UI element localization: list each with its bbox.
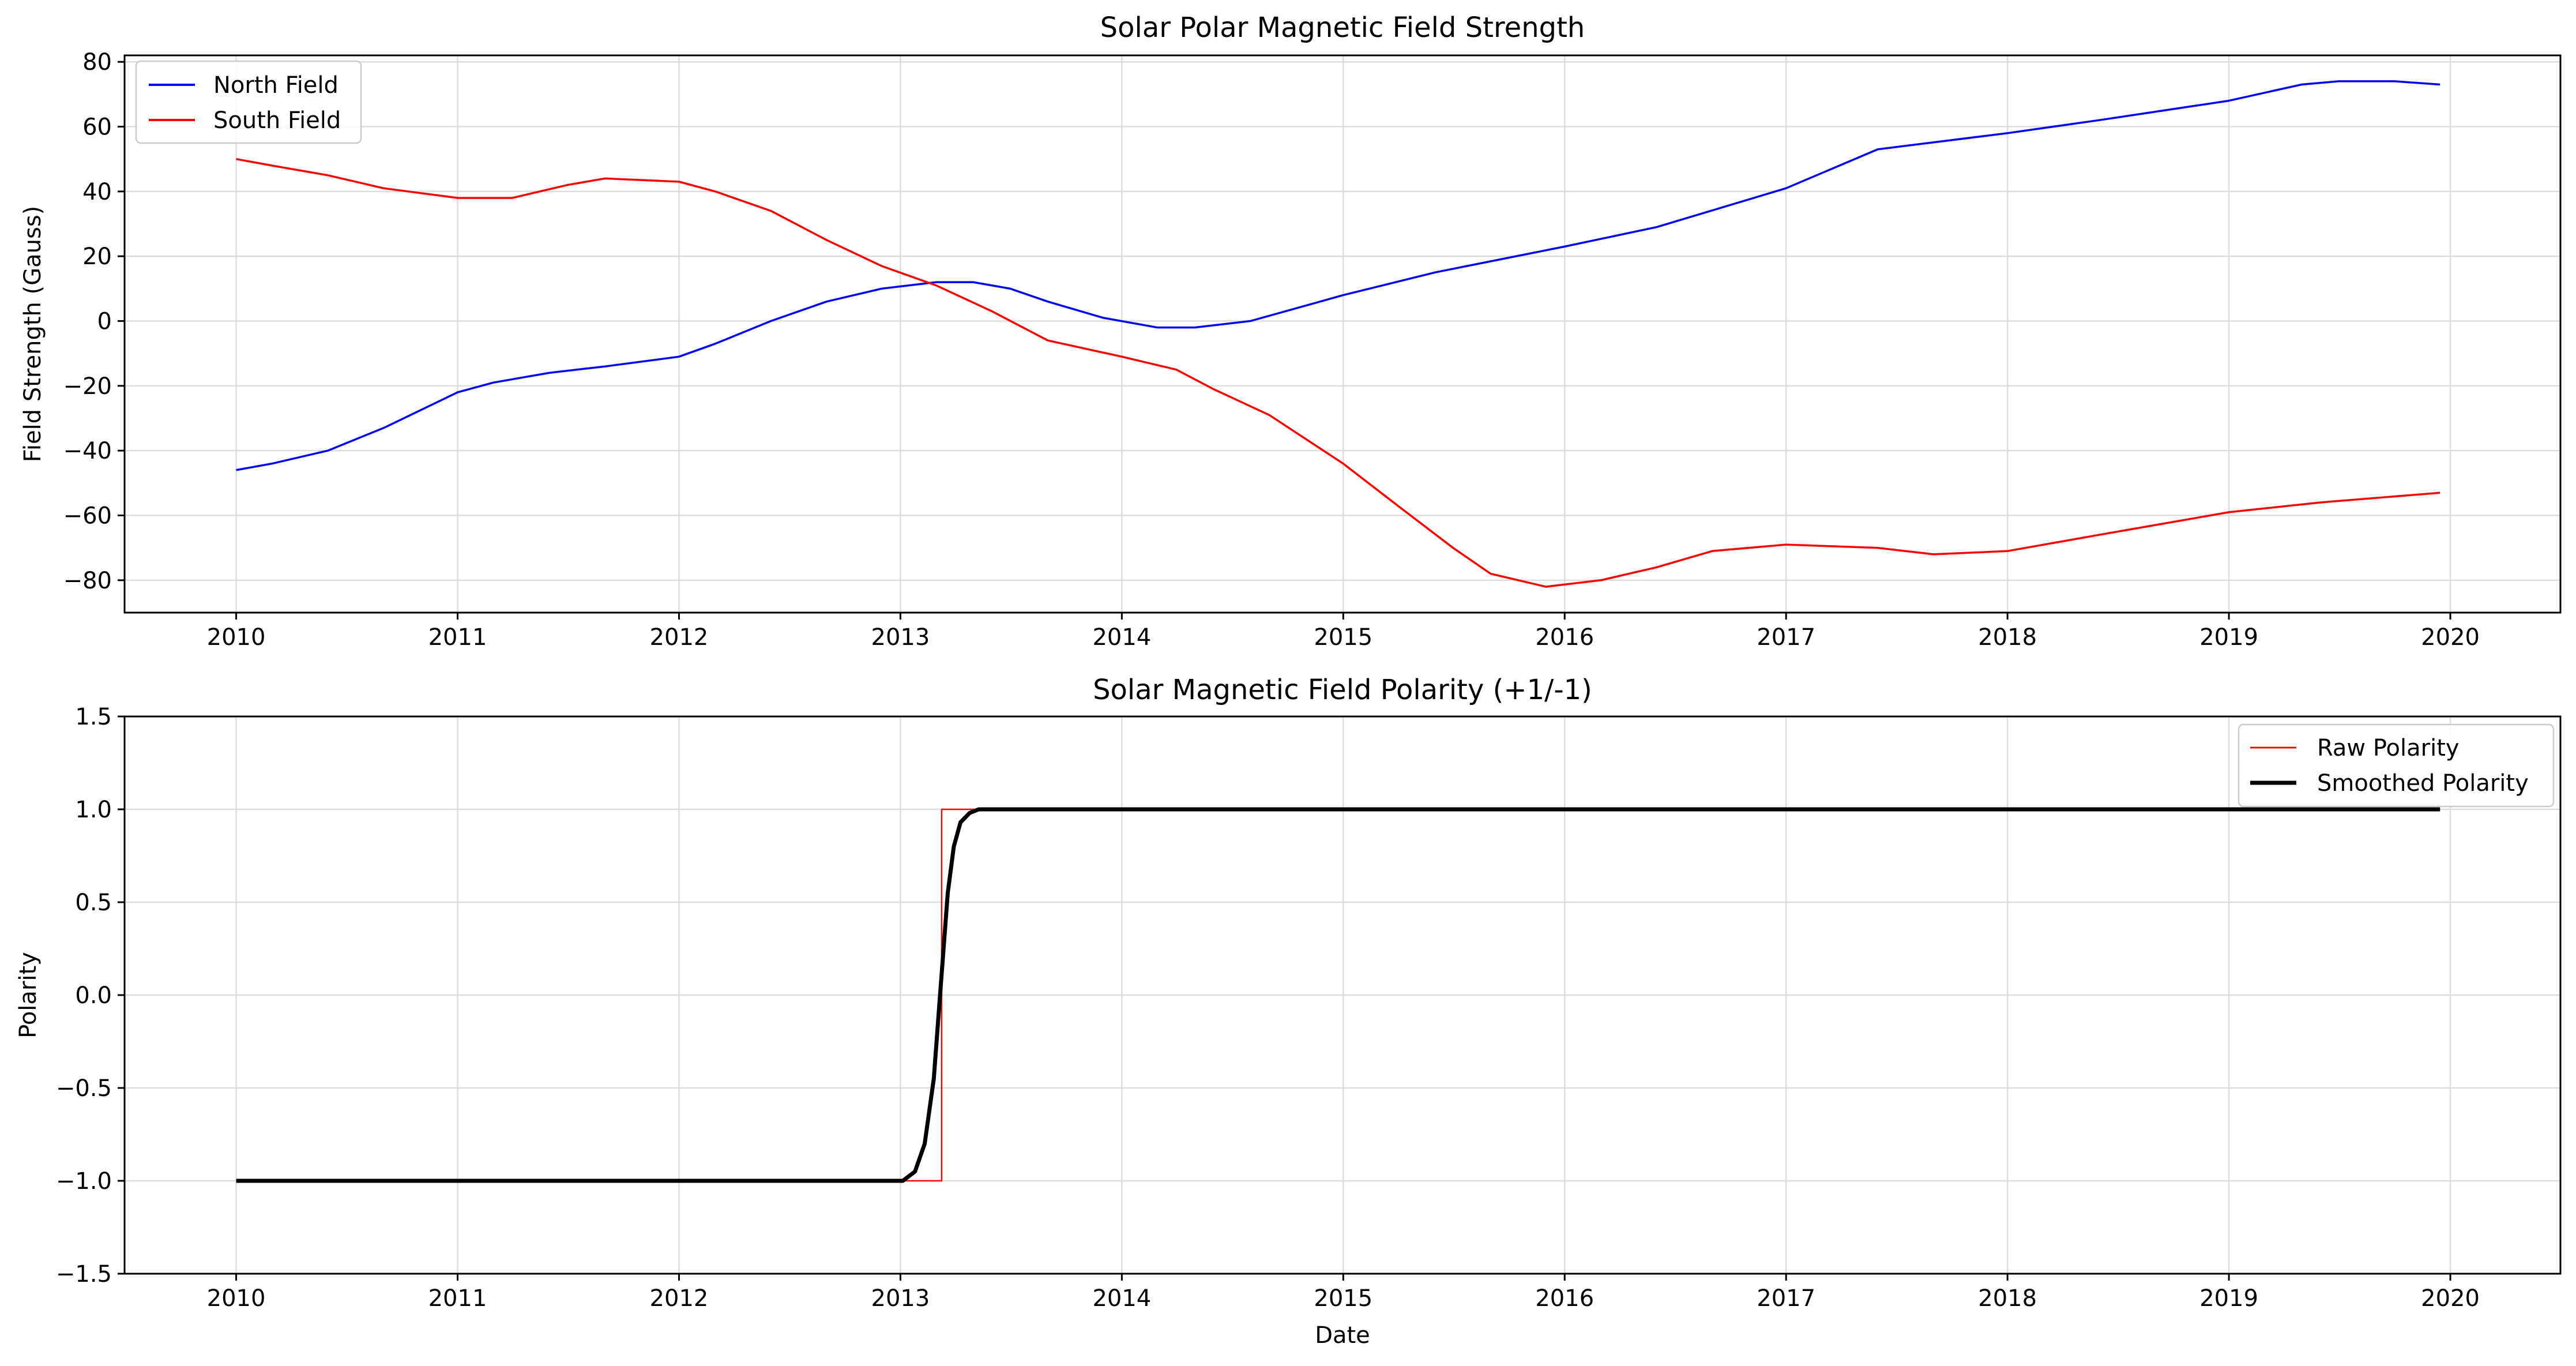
x-tick-label: 2020: [2421, 624, 2480, 651]
field-strength-legend-box: [135, 60, 362, 144]
x-tick-label: 2017: [1757, 624, 1815, 651]
x-tick-label: 2015: [1314, 624, 1372, 651]
field-strength-grid: [125, 55, 2560, 613]
x-tick-label: 2020: [2421, 1285, 2480, 1312]
smoothed-polarity-line: [236, 807, 2440, 1183]
x-tick-label: 2015: [1314, 1285, 1372, 1312]
x-tick-label: 2016: [1535, 1285, 1594, 1312]
x-tick-label: 2018: [1978, 624, 2037, 651]
y-tick-label: −60: [63, 503, 112, 530]
y-tick-label: 0: [97, 309, 112, 335]
x-tick-label: 2013: [871, 624, 930, 651]
y-tick-label: 40: [82, 179, 112, 205]
x-tick-label: 2014: [1092, 624, 1151, 651]
x-tick-label: 2017: [1757, 1285, 1815, 1312]
x-tick-label: 2010: [207, 1285, 266, 1312]
x-tick-label: 2019: [2199, 624, 2258, 651]
legend-label-smoothed-polarity: Smoothed Polarity: [2317, 770, 2529, 797]
legend-label-north-field: North Field: [213, 72, 339, 99]
field-strength-y-axis-label: Field Strength (Gauss): [20, 206, 46, 463]
field-strength-lines: [236, 80, 2440, 588]
x-tick-label: 2012: [650, 624, 709, 651]
x-tick-label: 2013: [871, 1285, 930, 1312]
y-tick-label: 1.5: [75, 704, 112, 730]
field-strength-legend: North Field South Field: [135, 60, 362, 144]
polarity-lines: [236, 807, 2440, 1183]
south-field-line: [236, 157, 2440, 588]
legend-label-raw-polarity: Raw Polarity: [2317, 735, 2460, 761]
north-field-line: [236, 80, 2440, 471]
x-tick-label: 2018: [1978, 1285, 2037, 1312]
y-tick-label: −1.0: [56, 1168, 112, 1195]
y-tick-label: −0.5: [56, 1075, 112, 1102]
field-strength-ticks: 2010 2011 2012 2013 2014 2015 2016 2017 2018 2019…: [63, 49, 2480, 651]
field-strength-title: Solar Polar Magnetic Field Strength: [1100, 12, 1585, 44]
polarity-legend-box: [2237, 723, 2555, 808]
y-tick-label: 20: [82, 243, 112, 270]
polarity-title: Solar Magnetic Field Polarity (+1/-1): [1093, 674, 1592, 706]
y-tick-label: 80: [82, 49, 112, 76]
x-tick-label: 2012: [650, 1285, 709, 1312]
polarity-panel: 2010 2011 2012 2013 2014 2015 2016 2017 2018 2019…: [15, 674, 2562, 1349]
polarity-y-axis-label: Polarity: [15, 952, 42, 1038]
x-tick-label: 2011: [428, 624, 487, 651]
y-tick-label: −1.5: [56, 1261, 112, 1288]
y-tick-label: 0.0: [75, 982, 112, 1009]
x-tick-label: 2011: [428, 1285, 487, 1312]
x-tick-label: 2014: [1092, 1285, 1151, 1312]
x-tick-label: 2010: [207, 624, 266, 651]
polarity-legend: Raw Polarity Smoothed Polarity: [2237, 723, 2555, 808]
y-tick-label: 0.5: [75, 890, 112, 916]
y-tick-label: −80: [63, 568, 112, 594]
x-tick-label: 2019: [2199, 1285, 2258, 1312]
y-tick-label: −20: [63, 373, 112, 400]
y-tick-label: −40: [63, 438, 112, 464]
legend-label-south-field: South Field: [213, 107, 341, 134]
polarity-x-axis-label: Date: [1315, 1322, 1370, 1349]
y-tick-label: 1.0: [75, 797, 112, 823]
x-tick-label: 2016: [1535, 624, 1594, 651]
polarity-ticks: 2010 2011 2012 2013 2014 2015 2016 2017 2018 2019…: [56, 704, 2480, 1312]
y-tick-label: 60: [82, 114, 112, 141]
